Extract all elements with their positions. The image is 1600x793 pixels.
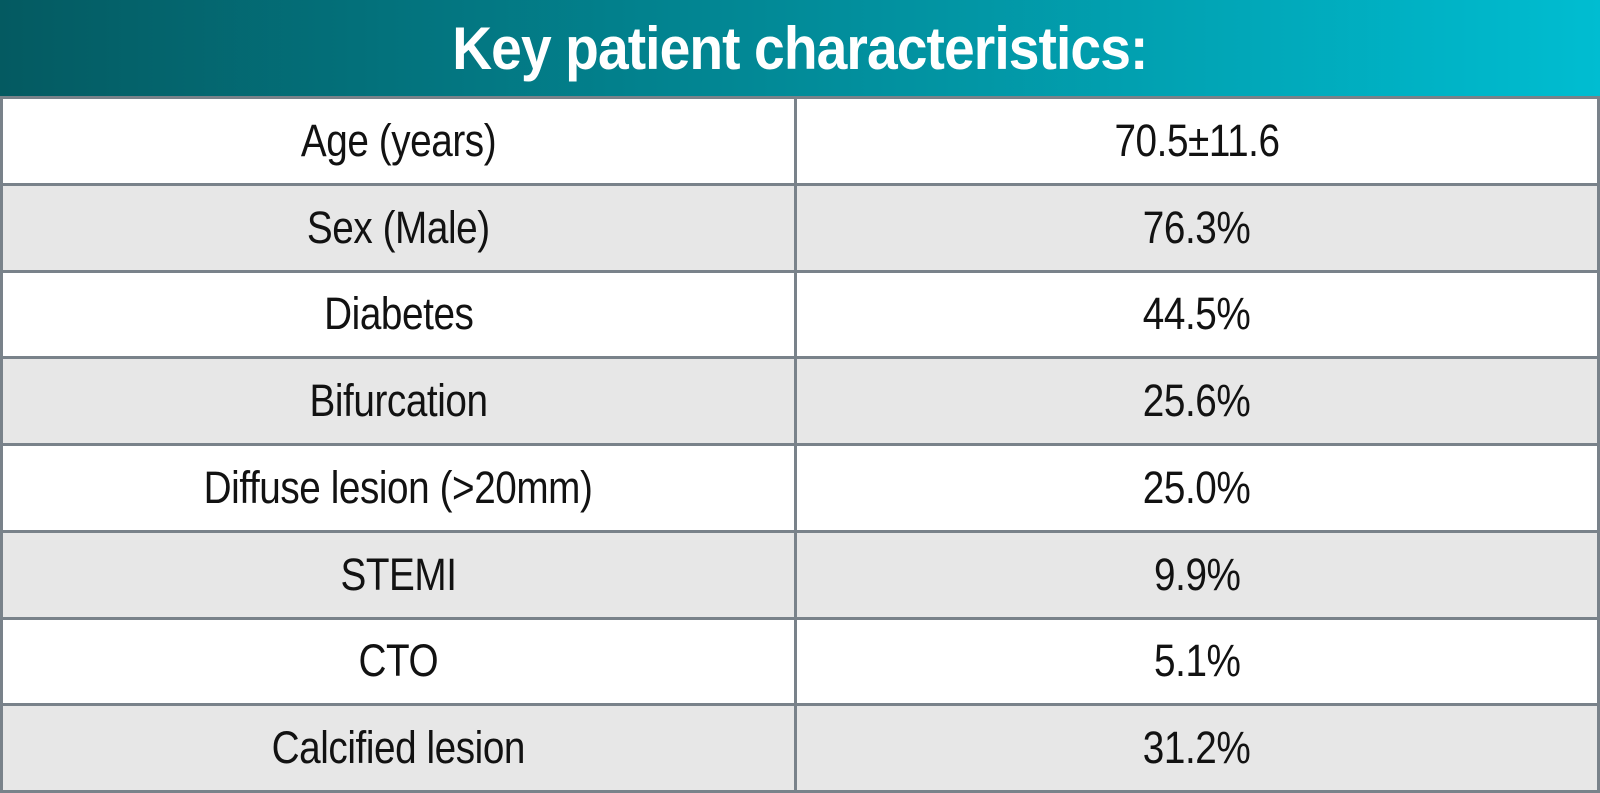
row-label-cell: Calcified lesion [3,706,797,790]
row-label-text: STEMI [340,548,457,600]
row-label-cell: Age (years) [3,99,797,183]
table-row: STEMI 9.9% [3,529,1597,617]
row-label-text: Calcified lesion [271,722,526,774]
row-value-text: 25.6% [1143,375,1251,427]
row-value-cell: 25.0% [797,446,1597,530]
row-label-cell: Diffuse lesion (>20mm) [3,446,797,530]
row-label-cell: Diabetes [3,272,797,357]
row-value-text: 25.0% [1143,461,1251,513]
row-label-text: Diabetes [323,288,474,340]
row-label-text: Diffuse lesion (>20mm) [203,461,593,513]
table-row: Bifurcation 25.6% [3,356,1597,443]
row-value-cell: 5.1% [797,620,1597,704]
row-value-cell: 9.9% [797,533,1597,617]
row-value-text: 31.2% [1143,722,1251,774]
row-value-text: 44.5% [1143,288,1251,340]
row-label-cell: CTO [3,619,797,704]
table-row: Diabetes 44.5% [3,269,1597,357]
table-row: Sex (Male) 76.3% [3,182,1597,270]
row-label-text: Bifurcation [309,375,488,427]
row-value-text: 70.5±11.6 [1114,114,1280,166]
row-value-text: 9.9% [1153,548,1241,600]
row-value-cell: 31.2% [797,706,1597,790]
row-value-text: 5.1% [1153,635,1241,687]
row-label-text: CTO [358,635,439,687]
row-value-cell: 76.3% [797,186,1597,270]
row-value-text: 76.3% [1143,201,1251,253]
table-row: CTO 5.1% [3,616,1597,704]
table-row: Age (years) 70.5±11.6 [3,96,1597,183]
row-label-cell: STEMI [3,532,797,617]
row-label-cell: Sex (Male) [3,185,797,270]
table-header-banner: Key patient characteristics: [0,0,1600,96]
table-body: Age (years) 70.5±11.6 Sex (Male) 76.3% Diabe… [0,96,1600,793]
table-title: Key patient characteristics: [452,14,1148,82]
table-row: Diffuse lesion (>20mm) 25.0% [3,443,1597,530]
row-label-cell: Bifurcation [3,359,797,443]
row-value-cell: 70.5±11.6 [797,99,1597,183]
table-row: Calcified lesion 31.2% [3,703,1597,790]
row-label-text: Age (years) [300,114,497,166]
row-label-text: Sex (Male) [306,201,490,253]
row-value-cell: 44.5% [797,273,1597,357]
row-value-cell: 25.6% [797,359,1597,443]
